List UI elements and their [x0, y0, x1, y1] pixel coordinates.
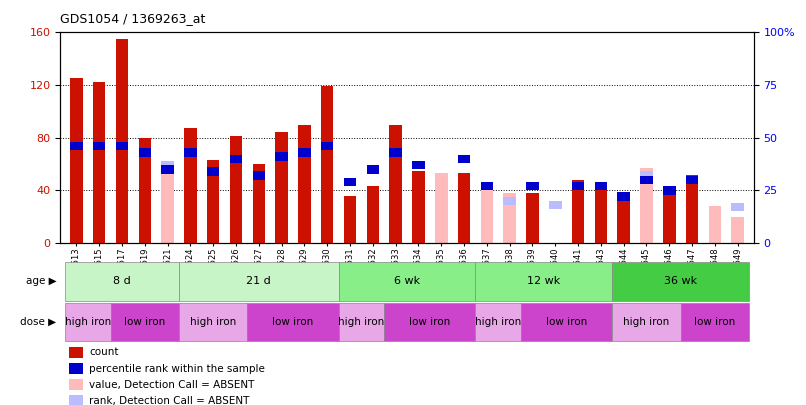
Bar [595, 184, 607, 243]
Bar [276, 132, 288, 243]
Text: age ▶: age ▶ [26, 277, 56, 286]
Bar [339, 303, 384, 341]
Bar [435, 173, 447, 243]
Text: count: count [89, 347, 119, 357]
Bar [731, 203, 744, 211]
Bar [504, 193, 516, 243]
Bar [343, 196, 356, 243]
Bar [617, 192, 630, 201]
Bar [70, 142, 83, 150]
Text: 12 wk: 12 wk [527, 277, 560, 286]
Bar [663, 186, 675, 194]
Bar [276, 152, 288, 161]
Bar [343, 178, 356, 186]
Bar [367, 186, 379, 243]
Text: high iron: high iron [475, 317, 521, 327]
Bar [549, 201, 562, 209]
Text: high iron: high iron [190, 317, 236, 327]
Text: low iron: low iron [124, 317, 165, 327]
Bar [116, 39, 128, 243]
Bar [367, 165, 379, 173]
Bar [298, 148, 310, 157]
Bar [70, 79, 83, 243]
Bar [526, 193, 538, 243]
Bar [476, 262, 613, 301]
Bar [384, 303, 476, 341]
Text: low iron: low iron [694, 317, 735, 327]
Text: GDS1054 / 1369263_at: GDS1054 / 1369263_at [60, 12, 206, 25]
Bar [179, 262, 339, 301]
Text: 8 d: 8 d [113, 277, 131, 286]
Bar [110, 303, 179, 341]
Bar [708, 206, 721, 243]
Bar [116, 142, 128, 150]
Text: high iron: high iron [64, 317, 111, 327]
Bar [663, 193, 675, 243]
Bar [617, 193, 630, 243]
Bar [321, 86, 334, 243]
Bar [93, 142, 106, 150]
Bar [321, 142, 334, 150]
Bar [526, 182, 538, 190]
Text: dose ▶: dose ▶ [20, 317, 56, 327]
Bar [412, 171, 425, 243]
Bar [686, 176, 698, 184]
Bar [179, 303, 247, 341]
Text: 21 d: 21 d [247, 277, 271, 286]
Text: low iron: low iron [409, 317, 451, 327]
Bar [139, 138, 151, 243]
Bar [298, 125, 310, 243]
Bar [139, 148, 151, 157]
Bar [389, 125, 402, 243]
Bar [595, 182, 607, 190]
Bar [65, 262, 179, 301]
Bar [480, 190, 493, 243]
Bar [731, 217, 744, 243]
Bar [412, 161, 425, 169]
Bar [184, 128, 197, 243]
Bar [476, 303, 521, 341]
Bar [480, 182, 493, 190]
Bar [458, 155, 471, 163]
Text: 6 wk: 6 wk [394, 277, 420, 286]
Text: low iron: low iron [546, 317, 588, 327]
Bar [640, 168, 653, 243]
Bar [458, 173, 471, 243]
Bar [252, 171, 265, 180]
Bar [504, 197, 516, 205]
Bar [640, 176, 653, 184]
Bar [161, 165, 174, 173]
Bar [207, 160, 219, 243]
Bar [252, 164, 265, 243]
Bar [686, 175, 698, 243]
Bar [571, 182, 584, 190]
Text: high iron: high iron [339, 317, 384, 327]
Bar [65, 303, 110, 341]
Text: value, Detection Call = ABSENT: value, Detection Call = ABSENT [89, 380, 255, 390]
Text: high iron: high iron [623, 317, 670, 327]
Text: percentile rank within the sample: percentile rank within the sample [89, 364, 265, 373]
Bar [247, 303, 339, 341]
Bar [640, 171, 653, 180]
Text: 36 wk: 36 wk [664, 277, 697, 286]
Bar [207, 167, 219, 176]
Bar [521, 303, 613, 341]
Bar [389, 148, 402, 157]
Bar [613, 303, 680, 341]
Bar [613, 262, 749, 301]
Bar [184, 148, 197, 157]
Text: rank, Detection Call = ABSENT: rank, Detection Call = ABSENT [89, 396, 250, 405]
Bar [93, 83, 106, 243]
Bar [571, 180, 584, 243]
Text: low iron: low iron [272, 317, 314, 327]
Bar [680, 303, 749, 341]
Bar [230, 136, 243, 243]
Bar [161, 161, 174, 243]
Bar [230, 155, 243, 163]
Bar [161, 161, 174, 169]
Bar [339, 262, 476, 301]
